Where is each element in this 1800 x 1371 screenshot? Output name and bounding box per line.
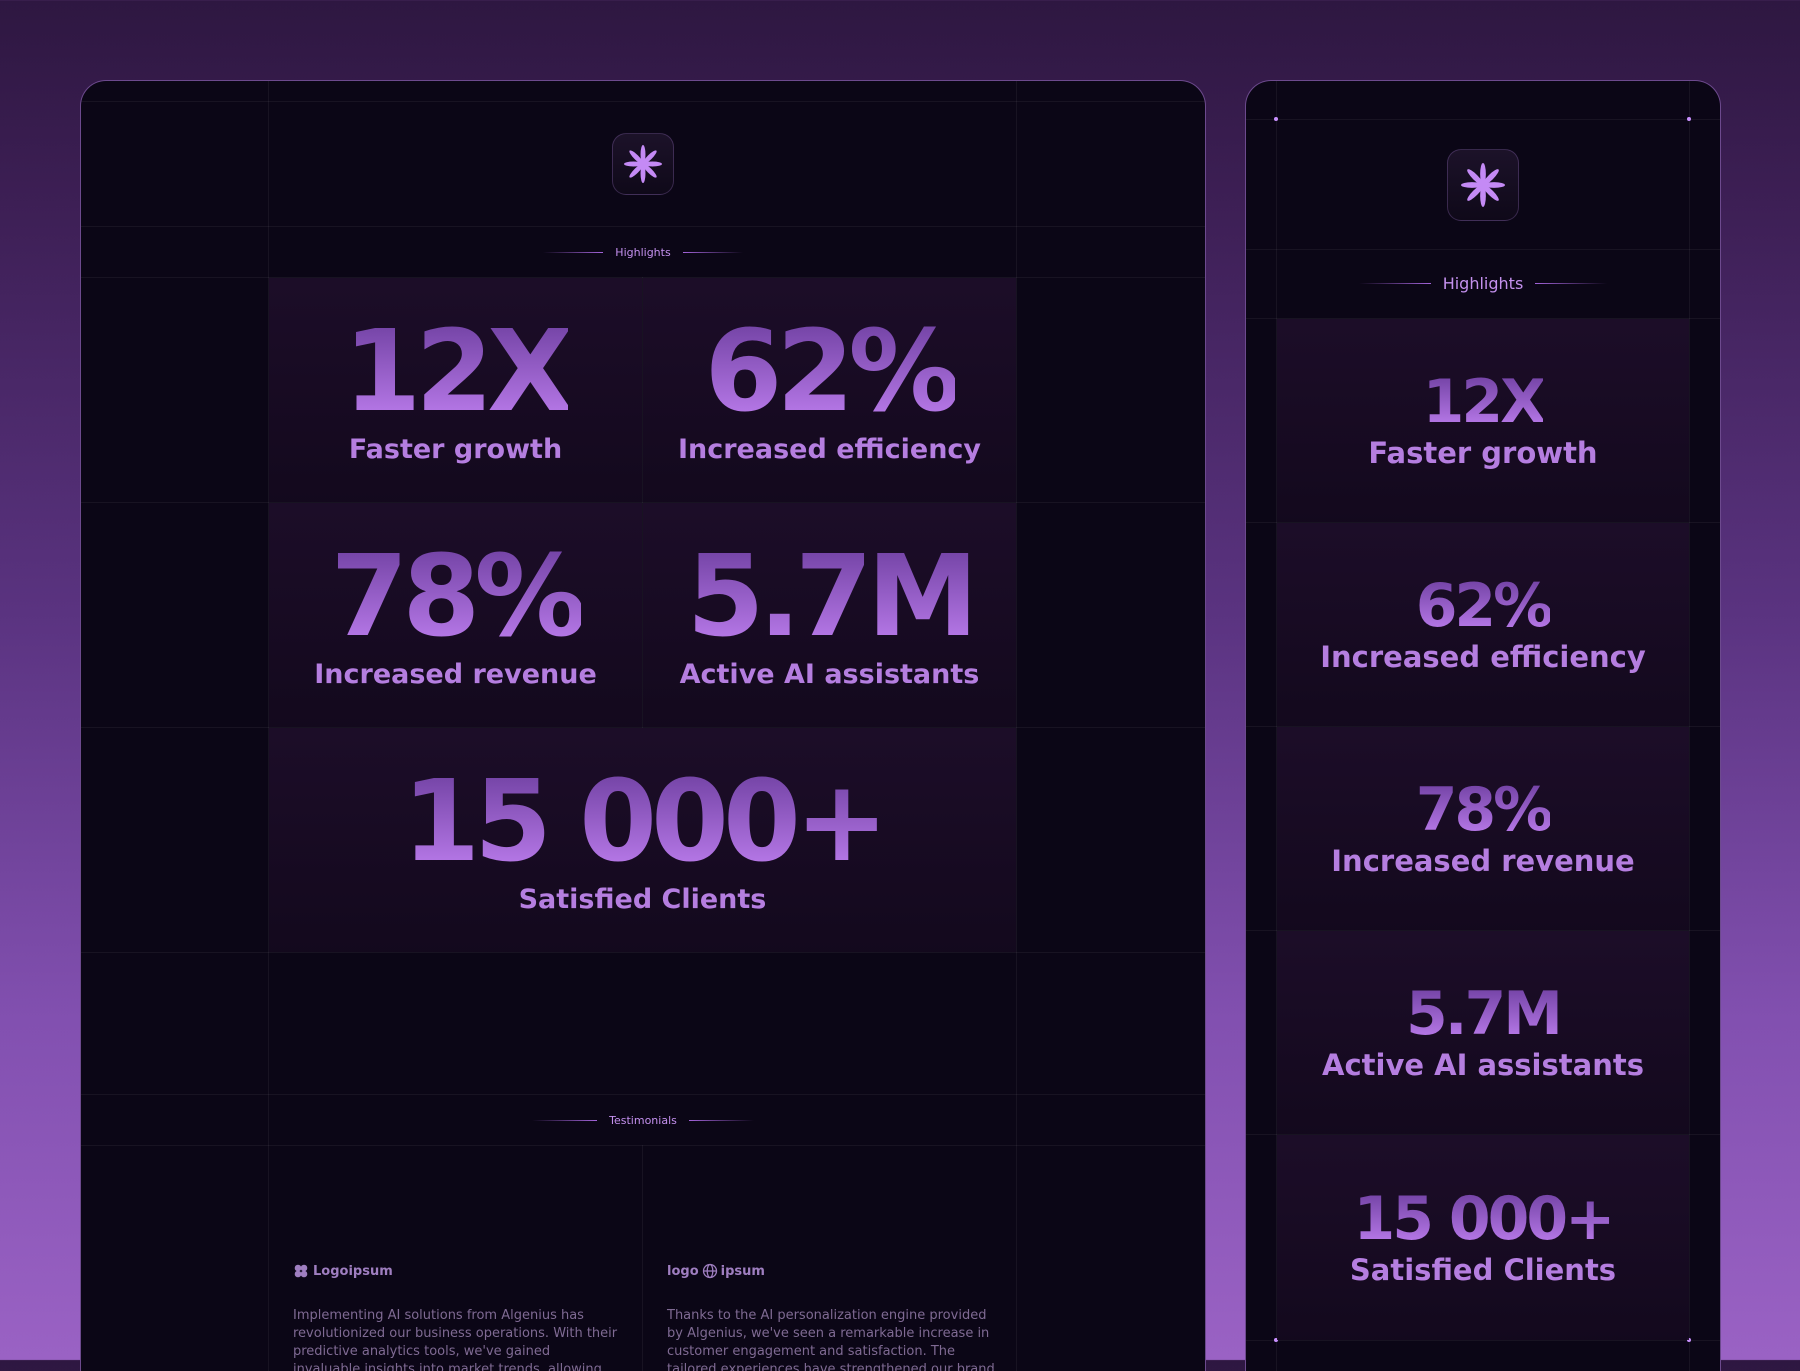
stat-label: Satisfied Clients (1349, 1252, 1617, 1287)
stat-value: 62% (1415, 570, 1554, 641)
highlights-label: Highlights (615, 245, 671, 259)
stat-value: 62% (704, 306, 960, 437)
testimonial-brand-name: Logoipsum (313, 1263, 393, 1279)
clover-logo-icon (294, 1264, 308, 1278)
stat-increased-efficiency: 62% Increased efficiency (643, 278, 1016, 502)
stat-satisfied-clients: 15 000+ Satisfied Clients (269, 728, 1016, 952)
stat-value: 78% (1415, 774, 1554, 845)
stat-label: Increased revenue (314, 658, 597, 690)
testimonial-text: Thanks to the AI personalization engine … (667, 1308, 995, 1371)
stat-increased-revenue: 78% Increased revenue (1277, 727, 1689, 930)
stat-value: 5.7M (686, 531, 979, 662)
highlights-label: Highlights (1442, 273, 1524, 293)
logo-box (1447, 149, 1519, 221)
stat-value: 12X (1422, 366, 1547, 437)
stat-value: 5.7M (1406, 978, 1563, 1049)
stat-active-ai-assistants: 5.7M Active AI assistants (1277, 931, 1689, 1134)
testimonial-card: logo ipsum Thanks to the AI personalizat… (667, 1261, 997, 1371)
testimonial-brand: Logoipsum (293, 1261, 618, 1281)
asterisk-logo-icon (624, 145, 662, 183)
stat-label: Increased revenue (1331, 843, 1635, 878)
stat-label: Faster growth (1368, 435, 1598, 470)
testimonial-card: Logoipsum Implementing AI solutions from… (293, 1261, 618, 1371)
stat-value: 15 000+ (402, 756, 888, 887)
stat-value: 12X (343, 306, 573, 437)
testimonials-divider: Testimonials (81, 1111, 1205, 1129)
stat-faster-growth: 12X Faster growth (1277, 319, 1689, 522)
mobile-panel: Highlights 12X Faster growth 62% Increas… (1245, 80, 1721, 1371)
stat-label: Faster growth (348, 433, 563, 465)
logo-box (612, 133, 674, 195)
asterisk-logo-icon (1461, 163, 1505, 207)
stat-value: 78% (330, 531, 586, 662)
testimonials-label: Testimonials (609, 1113, 677, 1127)
testimonial-brand-right: ipsum (720, 1263, 765, 1279)
stat-label: Increased efficiency (677, 433, 982, 465)
stat-satisfied-clients: 15 000+ Satisfied Clients (1277, 1135, 1689, 1340)
testimonial-brand: logo ipsum (667, 1261, 997, 1281)
testimonial-text: Implementing AI solutions from Algenius … (293, 1308, 618, 1371)
stat-increased-efficiency: 62% Increased efficiency (1277, 523, 1689, 726)
stat-active-ai-assistants: 5.7M Active AI assistants (643, 503, 1016, 727)
stat-increased-revenue: 78% Increased revenue (269, 503, 642, 727)
highlights-divider: Highlights (81, 243, 1205, 261)
stat-label: Active AI assistants (679, 658, 980, 690)
highlights-divider: Highlights (1246, 271, 1720, 295)
testimonial-brand-left: logo (667, 1263, 699, 1279)
stat-value: 15 000+ (1353, 1183, 1616, 1254)
stat-label: Active AI assistants (1322, 1047, 1644, 1082)
globe-logo-icon (702, 1263, 717, 1279)
stat-label: Satisfied Clients (518, 883, 767, 915)
stat-faster-growth: 12X Faster growth (269, 278, 642, 502)
desktop-panel: Highlights 12X Faster growth 62% Increas… (80, 80, 1206, 1371)
stat-label: Increased efficiency (1320, 639, 1646, 674)
